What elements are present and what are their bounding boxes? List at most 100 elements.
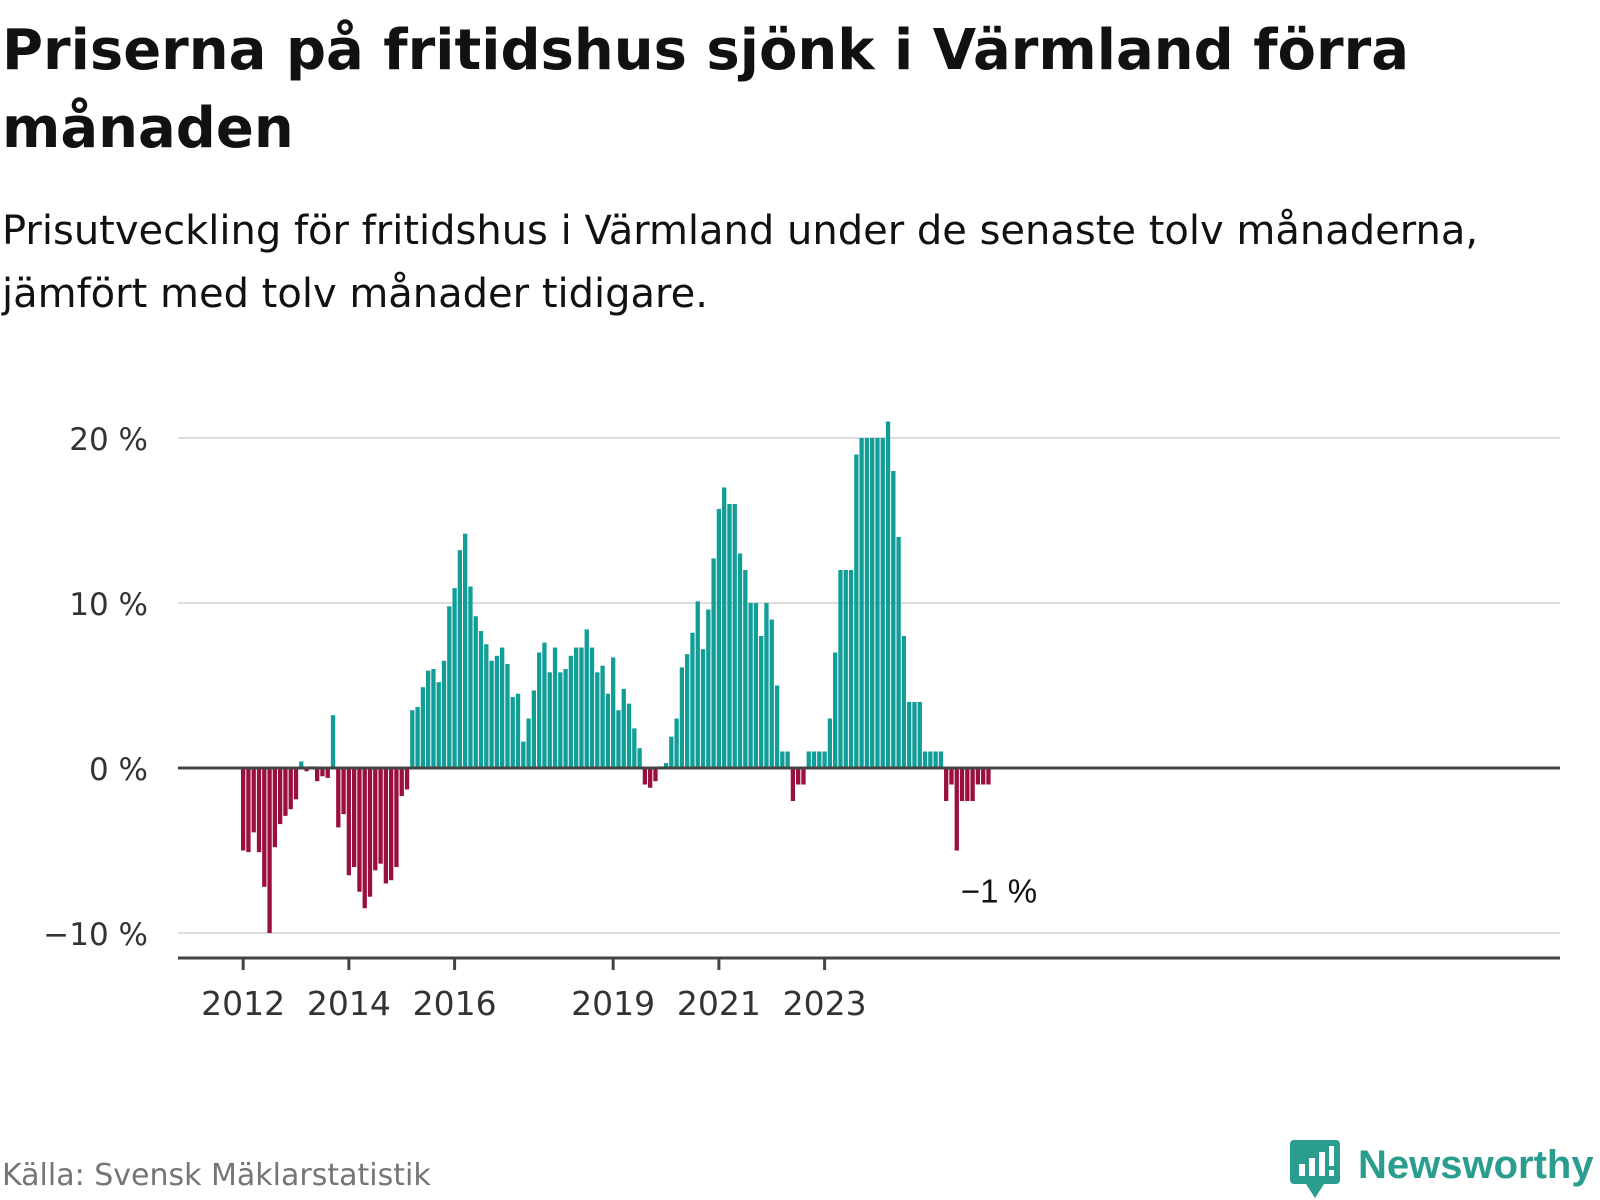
x-tick-label: 2021 — [677, 984, 761, 1023]
bar — [426, 670, 431, 768]
bar — [653, 768, 658, 782]
bar — [981, 768, 986, 785]
bar — [441, 660, 447, 768]
y-tick-label: 20 % — [69, 422, 148, 458]
axis-layer — [178, 766, 1560, 970]
bar — [521, 741, 526, 768]
bar — [299, 761, 304, 768]
bar — [611, 657, 616, 768]
bar — [774, 685, 780, 768]
source-note: Källa: Svensk Mäklarstatistik — [2, 1158, 431, 1193]
bar — [272, 768, 278, 848]
bar — [494, 655, 500, 768]
bar — [748, 603, 753, 768]
latest-value-label: −1 % — [961, 873, 1037, 910]
bar — [489, 660, 494, 768]
bar — [785, 751, 790, 768]
bar — [737, 553, 743, 768]
bar — [574, 647, 579, 768]
bar — [341, 768, 346, 815]
bar — [579, 647, 584, 768]
bar — [621, 688, 626, 768]
bar — [674, 718, 679, 768]
y-tick-label: 10 % — [69, 587, 148, 623]
bar — [801, 768, 806, 785]
bar — [478, 631, 484, 768]
bar — [505, 664, 510, 768]
bar — [896, 537, 901, 768]
bar — [378, 768, 383, 864]
bar — [325, 768, 330, 778]
y-tick-label: 0 % — [89, 752, 148, 788]
bar — [394, 768, 399, 867]
bar — [642, 768, 648, 785]
bar — [420, 687, 426, 768]
bar — [780, 751, 785, 768]
bar — [912, 702, 917, 768]
bar — [716, 508, 722, 768]
bar — [605, 693, 611, 768]
bar — [568, 655, 574, 768]
bar — [959, 768, 965, 801]
bar — [584, 629, 589, 768]
bar — [949, 768, 954, 785]
bar — [833, 652, 838, 768]
bar — [547, 672, 552, 768]
bar — [928, 751, 933, 768]
bar — [669, 736, 674, 768]
bar — [695, 601, 700, 768]
bar — [531, 690, 537, 768]
bar — [806, 751, 811, 768]
bar — [975, 768, 981, 785]
bar — [796, 768, 801, 785]
bar — [436, 682, 441, 768]
bar — [711, 558, 716, 768]
bar — [283, 768, 288, 816]
label-layer: 20 % 10 % 0 % −10 % 2012 2014 2016 2019 2021 2023… — [43, 422, 1040, 1023]
bar — [616, 710, 621, 768]
bar — [241, 768, 246, 851]
bar — [362, 768, 367, 909]
x-tick-label: 2023 — [783, 984, 867, 1023]
bar — [759, 636, 764, 768]
bar — [484, 644, 489, 768]
bar — [404, 768, 410, 790]
bar — [880, 438, 885, 768]
chart-subtitle: Prisutveckling för fritidshus i Värmland… — [2, 208, 1479, 317]
bar — [246, 768, 251, 853]
bar-chart: 20 % 10 % 0 % −10 % 2012 2014 2016 2019 2021 2023… — [43, 421, 1560, 1023]
newsworthy-logo-icon — [1290, 1140, 1340, 1198]
bar — [473, 616, 478, 768]
bar — [320, 768, 325, 777]
bar — [753, 603, 759, 768]
chart-title: Priserna på fritidshus sjönk i Värmland … — [2, 18, 1410, 161]
bar — [415, 706, 420, 768]
bar — [563, 669, 568, 768]
bar — [336, 768, 341, 828]
bar — [743, 570, 748, 768]
bar — [383, 768, 389, 884]
bar — [885, 421, 891, 768]
bar — [626, 703, 632, 768]
bar — [515, 693, 521, 768]
bar — [526, 718, 531, 768]
bar — [685, 654, 690, 768]
bar — [293, 768, 299, 800]
bar — [500, 647, 505, 768]
bar — [267, 768, 272, 933]
bar — [288, 768, 293, 810]
bar — [875, 438, 880, 768]
bar — [468, 586, 473, 768]
bar — [431, 669, 436, 768]
bar — [848, 570, 854, 768]
bar — [367, 768, 373, 897]
bar — [769, 619, 774, 768]
bar — [933, 751, 938, 768]
bar — [399, 768, 404, 797]
bar — [447, 606, 452, 768]
bar — [827, 718, 833, 768]
bar — [510, 697, 515, 768]
bar — [589, 647, 595, 768]
bar — [632, 728, 637, 768]
bar — [304, 768, 309, 772]
